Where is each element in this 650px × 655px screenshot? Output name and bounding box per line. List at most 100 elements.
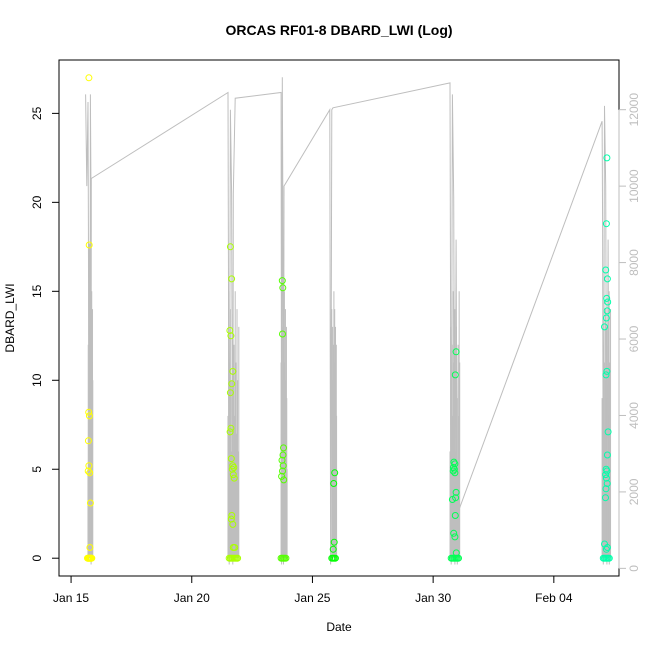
data-point (451, 469, 459, 477)
data-point (227, 455, 235, 463)
data-point (450, 529, 458, 537)
data-point (280, 476, 288, 484)
data-point (279, 284, 287, 292)
right-axis-tick-label: 2000 (627, 478, 641, 505)
data-point (278, 472, 286, 480)
data-point (228, 512, 236, 519)
data-point (230, 474, 238, 482)
right-axis-tick-label: 6000 (627, 325, 641, 352)
data-point (603, 467, 611, 475)
data-point (602, 485, 610, 493)
data-point (602, 474, 610, 482)
data-point (603, 154, 611, 162)
data-point (278, 277, 286, 285)
data-point (452, 348, 460, 356)
data-point (604, 298, 612, 306)
data-point (602, 371, 610, 379)
data-point (228, 275, 236, 283)
data-point (330, 538, 338, 546)
data-point (226, 243, 234, 251)
data-point (86, 544, 94, 551)
altitude-series (85, 77, 612, 565)
data-point (452, 488, 460, 496)
altitude-line (85, 77, 610, 565)
y-tick-label: 0 (30, 555, 44, 562)
axes: Jan 15 Jan 20 Jan 25 Jan 30 Feb 04 0 5 10 15 20 25… (30, 93, 641, 605)
right-axis-tick-label: 8000 (627, 249, 641, 276)
data-point (451, 512, 459, 519)
data-point (603, 275, 611, 283)
data-point (330, 480, 338, 487)
data-point (282, 554, 290, 562)
data-point (227, 424, 235, 432)
data-point (603, 480, 611, 487)
data-point (448, 496, 456, 503)
data-point (85, 462, 93, 470)
data-point (226, 389, 234, 397)
data-point (603, 307, 611, 315)
data-point (86, 499, 94, 507)
data-point (602, 494, 609, 502)
data-point (229, 520, 237, 528)
data-point (603, 451, 611, 459)
data-points (84, 74, 613, 562)
x-axis-label: Date (326, 620, 352, 634)
x-tick-label: Feb 04 (535, 591, 573, 605)
data-point (329, 545, 337, 553)
data-point (229, 367, 237, 375)
right-axis-tick-label: 12000 (627, 93, 641, 127)
data-point (331, 469, 339, 477)
data-point (85, 241, 93, 249)
data-point (85, 74, 93, 82)
data-point (230, 464, 238, 471)
chart-title: ORCAS RF01-8 DBARD_LWI (Log) (225, 22, 452, 38)
data-point (451, 460, 459, 468)
data-point (602, 266, 610, 274)
data-point (602, 220, 610, 228)
right-axis-tick-label: 10000 (627, 169, 641, 203)
right-axis-tick-label: 0 (627, 565, 641, 572)
data-point (451, 371, 459, 379)
data-point (455, 554, 462, 562)
y-tick-label: 20 (30, 195, 44, 209)
y-tick-label: 15 (30, 284, 44, 298)
data-point (602, 471, 610, 479)
right-axis-tick-label: 4000 (627, 402, 641, 429)
plot-area-frame (58, 59, 620, 577)
y-tick-label: 10 (30, 373, 44, 387)
data-point (279, 330, 286, 338)
data-point (229, 471, 237, 479)
data-point (234, 554, 242, 562)
data-point (605, 554, 613, 562)
y-tick-label: 25 (30, 106, 44, 120)
data-point (604, 428, 612, 436)
data-point (226, 327, 234, 334)
y-axis-label: DBARD_LWI (3, 283, 17, 352)
data-point (227, 332, 235, 340)
data-point (601, 323, 608, 331)
data-point (85, 412, 93, 420)
x-tick-label: Jan 25 (294, 591, 330, 605)
data-point (331, 554, 339, 562)
x-tick-label: Jan 15 (53, 591, 89, 605)
y-tick-label: 5 (30, 466, 44, 473)
data-point (231, 544, 239, 551)
data-point (226, 428, 234, 436)
data-point (603, 294, 611, 302)
data-point (85, 408, 93, 416)
data-point (449, 467, 457, 475)
data-point (84, 437, 92, 445)
data-point (602, 545, 610, 553)
x-tick-label: Jan 20 (174, 591, 210, 605)
data-point (603, 367, 611, 375)
data-point (279, 451, 287, 459)
data-point (84, 467, 92, 475)
data-point (88, 554, 96, 562)
data-point (86, 469, 94, 477)
data-point (228, 380, 236, 388)
data-point (450, 465, 458, 473)
data-point (280, 444, 287, 452)
data-point (451, 533, 459, 541)
